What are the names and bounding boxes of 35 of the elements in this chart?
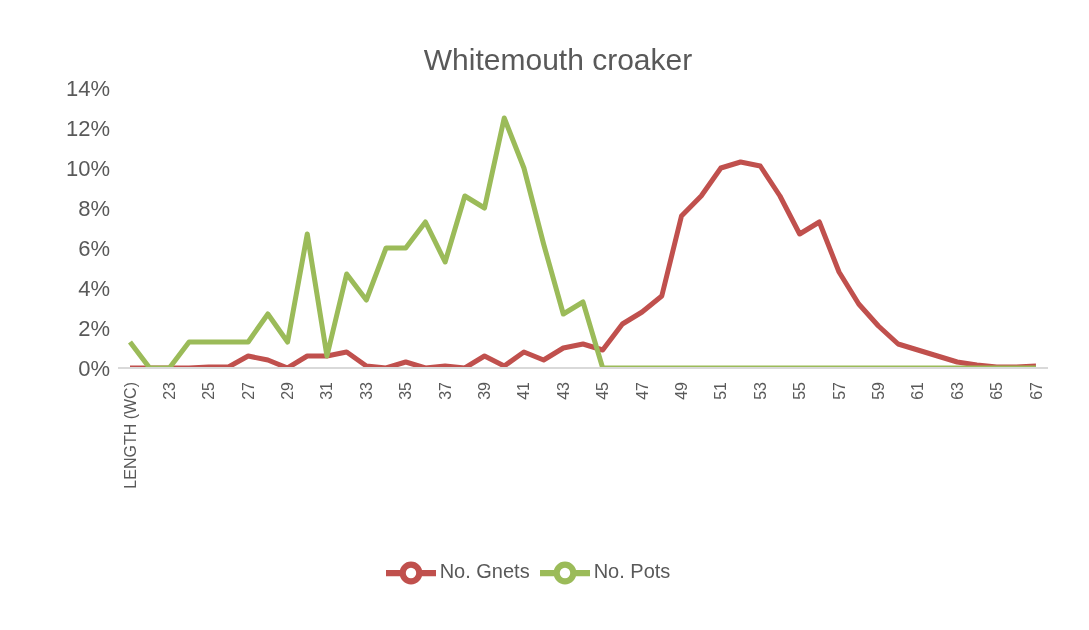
chart-title: Whitemouth croaker (423, 43, 693, 76)
y-tick-label: 10% (65, 155, 110, 181)
y-tick-label: 6% (78, 235, 110, 261)
y-tick-label: 8% (78, 195, 110, 221)
x-tick-label: 25 (200, 381, 218, 400)
x-tick-label: 41 (515, 381, 533, 400)
y-tick-label: 4% (78, 275, 110, 301)
y-tick-label: 14% (65, 75, 110, 101)
x-tick-label: 65 (988, 381, 1006, 400)
x-tick-label: 53 (751, 381, 769, 400)
legend-label: No. Gnets (439, 560, 530, 583)
x-tick-label: 33 (357, 381, 375, 400)
x-tick-label: 55 (791, 381, 809, 400)
x-tick-label: 67 (1027, 381, 1045, 400)
y-tick-label: 0% (78, 355, 110, 381)
x-tick-label: 31 (318, 381, 336, 400)
x-tick-label: LENGTH (WC) (121, 382, 139, 489)
legend-label: No. Pots (593, 560, 671, 583)
x-tick-label: 27 (239, 381, 257, 400)
x-tick-label: 51 (712, 381, 730, 400)
x-tick-label: 35 (397, 381, 415, 400)
x-tick-label: 59 (869, 381, 887, 400)
x-tick-label: 45 (594, 381, 612, 400)
y-tick-label: 2% (78, 315, 110, 341)
x-tick-label: 23 (160, 381, 178, 400)
x-tick-label: 57 (830, 381, 848, 400)
x-tick-label: 29 (279, 381, 297, 400)
x-tick-label: 49 (672, 381, 690, 400)
x-tick-label: 37 (436, 381, 454, 400)
y-tick-label: 12% (65, 115, 110, 141)
x-tick-label: 39 (476, 381, 494, 400)
x-tick-label: 43 (554, 381, 572, 400)
x-tick-label: 61 (909, 381, 927, 400)
x-tick-label: 63 (948, 381, 966, 400)
x-tick-label: 47 (633, 381, 651, 400)
